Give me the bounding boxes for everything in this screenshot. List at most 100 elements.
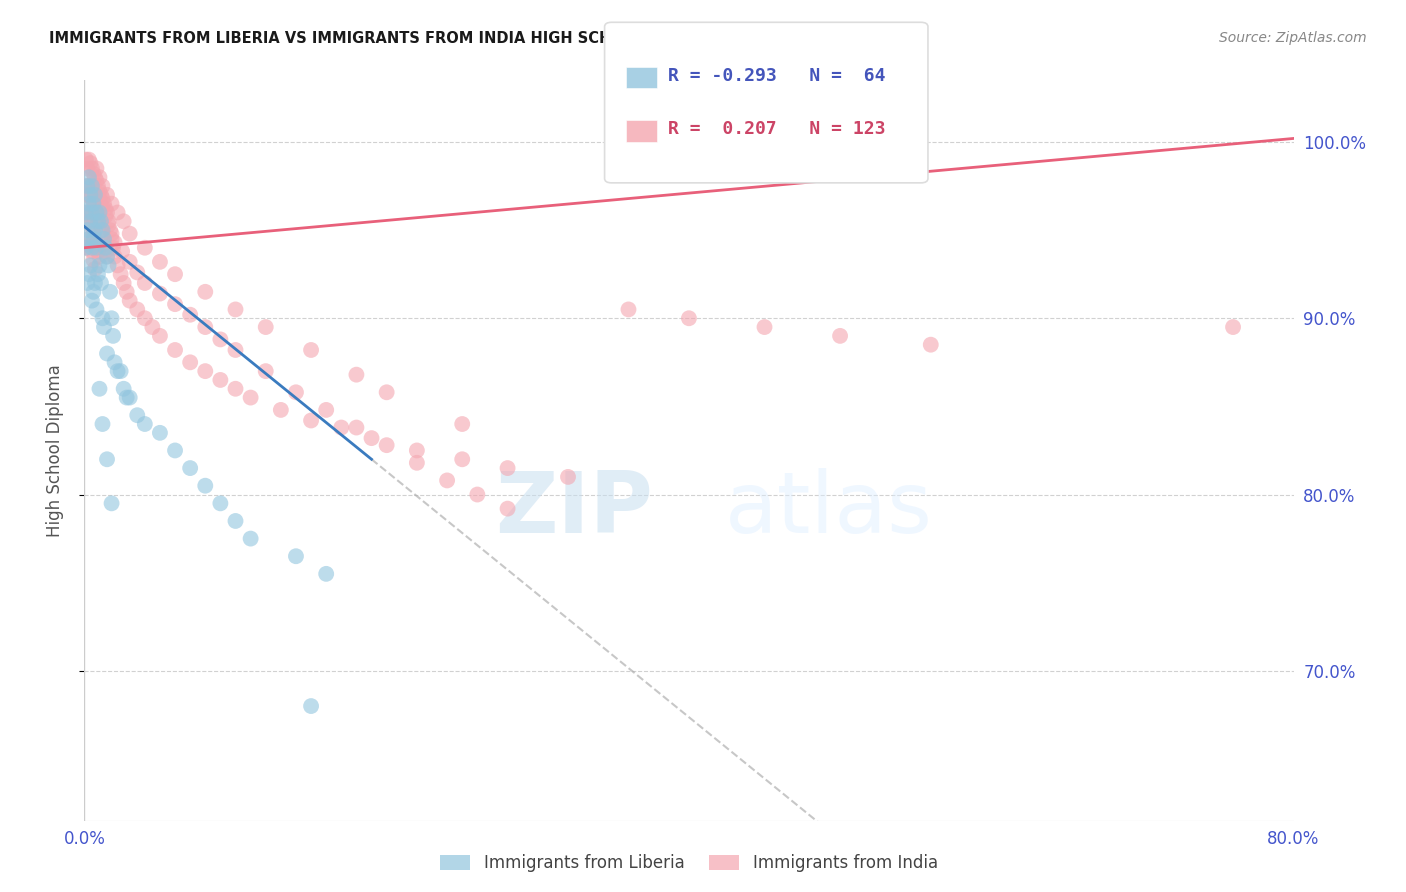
Point <box>165 343 187 357</box>
Point <box>91 223 114 237</box>
Point <box>830 329 852 343</box>
Point <box>94 244 117 259</box>
Point <box>118 227 141 241</box>
Point <box>315 403 337 417</box>
Point <box>91 179 114 194</box>
Legend: Immigrants from Liberia, Immigrants from India: Immigrants from Liberia, Immigrants from… <box>433 847 945 879</box>
Point <box>100 496 122 510</box>
Point <box>96 452 118 467</box>
Point <box>87 244 110 259</box>
Point <box>112 276 135 290</box>
Point <box>93 196 115 211</box>
Text: atlas: atlas <box>725 468 934 551</box>
Point <box>225 343 247 357</box>
Point <box>75 205 97 219</box>
Point <box>617 302 640 317</box>
Text: R =  0.207   N = 123: R = 0.207 N = 123 <box>668 120 886 138</box>
Point <box>76 161 98 176</box>
Point <box>76 187 98 202</box>
Point <box>225 382 247 396</box>
Point <box>112 382 135 396</box>
Text: Source: ZipAtlas.com: Source: ZipAtlas.com <box>1219 31 1367 45</box>
Point <box>315 566 337 581</box>
Point <box>79 156 101 170</box>
Point <box>239 391 262 405</box>
Point <box>91 417 114 431</box>
Point <box>107 364 129 378</box>
Point <box>77 205 100 219</box>
Point <box>79 237 101 252</box>
Point <box>330 420 353 434</box>
Point <box>86 237 108 252</box>
Point <box>678 311 700 326</box>
Point <box>79 187 101 202</box>
Point <box>77 232 100 246</box>
Point <box>101 241 124 255</box>
Point <box>75 205 97 219</box>
Point <box>254 364 277 378</box>
Point <box>149 425 172 440</box>
Point <box>299 343 322 357</box>
Point <box>285 385 308 400</box>
Point <box>299 699 322 714</box>
Point <box>96 187 118 202</box>
Point <box>79 209 101 223</box>
Point <box>77 267 100 281</box>
Point <box>96 250 118 264</box>
Point <box>82 196 104 211</box>
Point <box>86 161 108 176</box>
Point <box>76 179 98 194</box>
Point <box>86 302 108 317</box>
Point <box>89 170 111 185</box>
Point <box>100 311 122 326</box>
Point <box>82 194 104 209</box>
Point <box>375 385 398 400</box>
Point <box>254 320 277 334</box>
Text: ZIP: ZIP <box>495 468 652 551</box>
Point <box>89 184 111 198</box>
Point <box>165 443 187 458</box>
Point <box>86 205 108 219</box>
Point <box>239 532 262 546</box>
Point <box>86 205 108 219</box>
Point <box>451 417 474 431</box>
Point <box>94 241 117 255</box>
Point <box>80 191 103 205</box>
Point <box>97 214 120 228</box>
Point <box>127 302 149 317</box>
Point <box>76 276 98 290</box>
Point <box>80 205 103 219</box>
Point <box>84 261 107 276</box>
Point <box>80 241 103 255</box>
Point <box>118 293 141 308</box>
Point <box>451 452 474 467</box>
Point <box>134 417 156 431</box>
Point <box>82 232 104 246</box>
Point <box>96 250 118 264</box>
Point <box>90 223 112 237</box>
Point <box>80 179 103 194</box>
Point <box>93 237 115 252</box>
Point <box>270 403 292 417</box>
Point <box>79 214 101 228</box>
Point <box>100 232 122 246</box>
Point <box>84 170 107 185</box>
Point <box>89 382 111 396</box>
Point <box>112 214 135 228</box>
Point <box>89 205 111 219</box>
Point <box>76 223 98 237</box>
Point <box>436 474 458 488</box>
Point <box>98 285 121 299</box>
Point <box>80 161 103 176</box>
Point <box>90 214 112 228</box>
Point <box>134 276 156 290</box>
Point <box>299 413 322 427</box>
Point <box>84 276 107 290</box>
Point <box>209 496 232 510</box>
Point <box>194 479 217 493</box>
Point <box>91 191 114 205</box>
Point <box>209 332 232 346</box>
Point <box>89 191 111 205</box>
Point <box>97 258 120 272</box>
Point <box>75 241 97 255</box>
